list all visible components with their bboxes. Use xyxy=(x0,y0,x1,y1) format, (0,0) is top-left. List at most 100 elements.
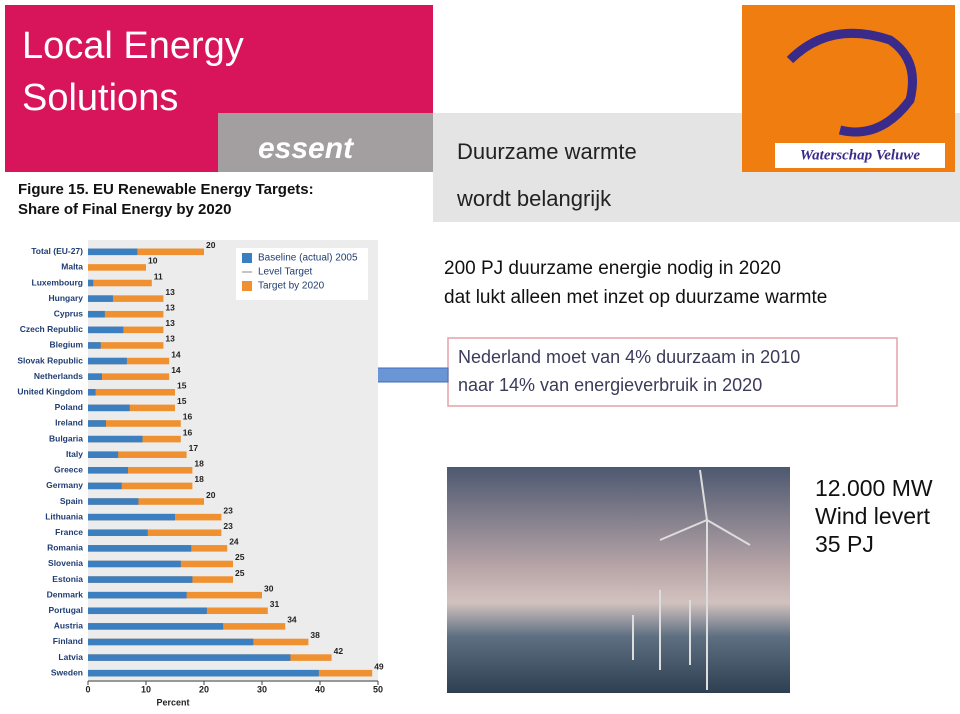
target-bar xyxy=(88,420,181,427)
data-label: 25 xyxy=(235,568,245,578)
target-bar xyxy=(88,482,193,490)
baseline-bar xyxy=(88,623,224,630)
target-bar xyxy=(88,498,204,505)
chart-title: Figure 15. EU Renewable Energy Targets: xyxy=(18,181,314,198)
essent-block xyxy=(218,113,433,172)
baseline-bar xyxy=(88,435,143,443)
callout-box xyxy=(447,337,898,407)
baseline-bar xyxy=(88,326,124,334)
baseline-bar xyxy=(88,576,193,583)
y-tick-label: Slovenia xyxy=(48,558,83,568)
data-label: 42 xyxy=(334,646,344,656)
logo-graphic xyxy=(786,28,917,137)
y-tick-label: Bulgaria xyxy=(49,433,83,443)
baseline-bar xyxy=(88,310,105,318)
data-label: 15 xyxy=(177,396,187,406)
y-tick-label: Poland xyxy=(55,402,83,412)
data-label: 13 xyxy=(165,334,175,344)
target-bar xyxy=(88,279,152,287)
plot-area xyxy=(88,240,378,682)
y-tick-label: Ireland xyxy=(55,418,83,428)
y-tick-label: Germany xyxy=(46,480,83,490)
y-tick-label: Sweden xyxy=(51,667,83,677)
legend-swatch xyxy=(242,281,252,291)
baseline-bar xyxy=(88,342,101,349)
baseline-bar xyxy=(88,248,138,256)
y-tick-label: Total (EU-27) xyxy=(31,246,83,256)
y-tick-label: Cyprus xyxy=(54,308,84,318)
x-tick-label: 20 xyxy=(199,684,209,694)
data-label: 13 xyxy=(165,287,175,297)
y-tick-label: Spain xyxy=(60,496,83,506)
baseline-bar xyxy=(88,498,139,505)
wind-photo xyxy=(447,467,790,693)
baseline-bar xyxy=(88,388,96,396)
target-bar xyxy=(88,467,193,474)
y-tick-label: Netherlands xyxy=(34,371,83,381)
waterschap-text: Waterschap Veluwe xyxy=(800,147,920,163)
slide-title: Local Energy xyxy=(22,25,244,67)
y-tick-label: Denmark xyxy=(47,589,84,599)
callout-text: Nederland moet van 4% duurzaam in 2010 xyxy=(458,347,800,367)
data-label: 10 xyxy=(148,256,158,266)
logo-band xyxy=(775,143,945,168)
target-bar xyxy=(88,451,187,458)
y-tick-label: Romania xyxy=(47,543,83,553)
baseline-bar xyxy=(88,545,192,552)
baseline-bar xyxy=(88,529,148,537)
baseline-bar xyxy=(88,560,181,568)
title-block xyxy=(5,5,433,113)
target-bar xyxy=(88,248,204,256)
data-label: 11 xyxy=(154,271,163,281)
data-label: 16 xyxy=(183,412,193,422)
baseline-bar xyxy=(88,295,113,302)
data-label: 23 xyxy=(223,521,233,531)
target-bar xyxy=(88,388,175,396)
target-bar xyxy=(88,310,164,318)
y-tick-label: Hungary xyxy=(49,293,84,303)
data-label: 13 xyxy=(165,318,175,328)
legend-label: Baseline (actual) 2005 xyxy=(258,253,358,264)
subtitle: wordt belangrijk xyxy=(456,186,612,211)
data-label: 49 xyxy=(374,661,384,671)
data-label: 20 xyxy=(206,490,216,500)
data-label: 16 xyxy=(183,427,193,437)
target-bar xyxy=(88,529,222,537)
turbines xyxy=(632,469,751,690)
data-label: 18 xyxy=(194,474,204,484)
body-text: 200 PJ duurzame energie nodig in 2020 xyxy=(444,258,781,279)
target-bar xyxy=(88,326,164,334)
data-label: 38 xyxy=(310,630,320,640)
y-tick-label: Finland xyxy=(53,636,83,646)
baseline-bar xyxy=(88,279,94,287)
baseline-bar xyxy=(88,373,102,380)
x-tick-label: 50 xyxy=(373,684,383,694)
target-bar xyxy=(88,357,170,365)
y-tick-label: Italy xyxy=(66,449,83,459)
wind-text: 35 PJ xyxy=(815,531,874,557)
chart-title: Share of Final Energy by 2020 xyxy=(18,201,231,218)
y-tick-label: France xyxy=(55,527,83,537)
y-tick-label: Latvia xyxy=(58,652,83,662)
subtitle: Duurzame warmte xyxy=(457,139,637,164)
x-tick-label: 10 xyxy=(141,684,151,694)
x-tick-label: 0 xyxy=(85,684,90,694)
data-label: 34 xyxy=(287,615,297,625)
legend-label: Level Target xyxy=(258,267,313,278)
data-label: 31 xyxy=(270,599,280,609)
legend-swatch xyxy=(242,253,252,263)
x-axis-label: Percent xyxy=(156,697,189,707)
data-label: 18 xyxy=(194,459,204,469)
y-tick-label: Luxembourg xyxy=(32,277,83,287)
data-label: 13 xyxy=(165,302,175,312)
baseline-bar xyxy=(88,669,319,677)
baseline-bar xyxy=(88,607,207,615)
essent-logo: essent xyxy=(258,132,355,165)
y-tick-label: United Kingdom xyxy=(17,387,83,397)
callout-text: naar 14% van energieverbruik in 2020 xyxy=(458,375,762,395)
baseline-bar xyxy=(88,451,119,458)
baseline-bar xyxy=(88,638,254,646)
data-label: 14 xyxy=(171,349,181,359)
legend-box xyxy=(236,248,368,300)
